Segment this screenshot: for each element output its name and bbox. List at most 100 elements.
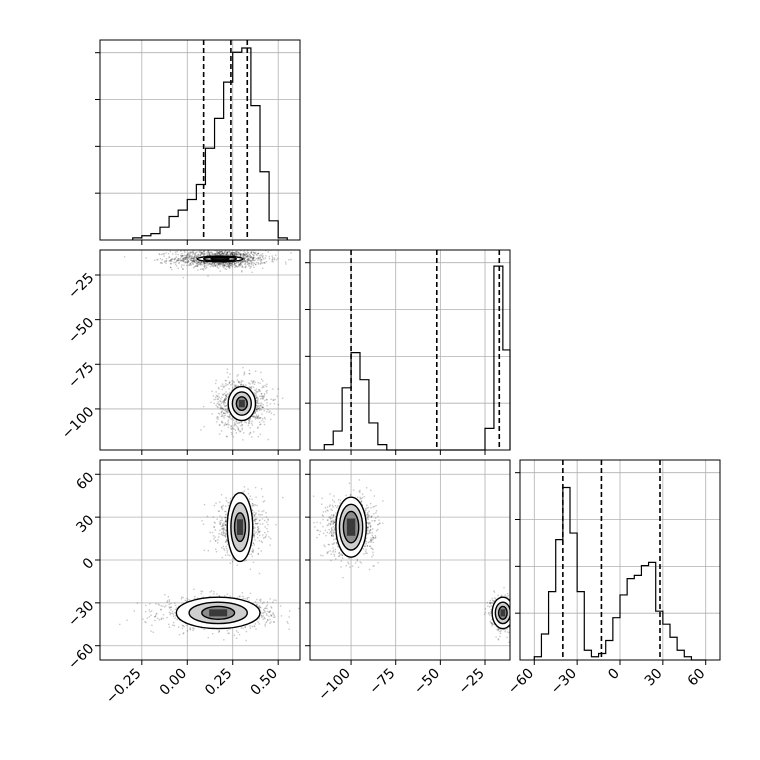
panel-p1-p2-sample-0-782 (182, 268, 184, 270)
panel-p1-p3-sample-0-692 (249, 568, 252, 570)
panel-p1-p2-sample-0-544 (229, 266, 231, 268)
panel-p1-p2-sample-0-445 (257, 252, 259, 255)
panel-p1-p2-sample-1-484 (224, 409, 226, 412)
panel-p1-p2-sample-0-589 (255, 261, 258, 264)
panel-p1-p3-sample-0-509 (227, 554, 229, 556)
panel-p1-p2-sample-0-789 (233, 252, 235, 254)
panel-p1-p2-sample-0-921 (200, 250, 202, 252)
panel-p1-p2-sample-1-385 (222, 393, 224, 395)
panel-p1-p3-sample-0-199 (221, 528, 224, 531)
panel-p2-p3-sample-0-548 (331, 499, 334, 501)
panel-p1-p2-sample-1-423 (256, 400, 258, 402)
panel-p1-p3-sample-1-495 (288, 610, 291, 612)
panel-p1-p3-sample-0-488 (262, 510, 265, 512)
panel-p2-p3-sample-0-37 (333, 531, 335, 534)
panel-p1-p2-sample-0-987 (234, 252, 236, 254)
panel-p1-p3-sample-0-300 (213, 504, 216, 507)
panel-p1-p3-sample-0-600 (267, 519, 270, 521)
panel-p2-p3-sample-0-768 (366, 504, 368, 507)
panel-p1-p2-sample-0-906 (189, 263, 191, 265)
panel-p1-p3-sample-0-340 (254, 514, 256, 517)
panel-p1-p2-sample-0-566 (170, 266, 172, 269)
panel-p1-p3-sample-1-1004 (186, 624, 188, 627)
panel-p1-p2-sample-0-5 (217, 264, 220, 266)
panel-p1-p2-sample-1-703 (258, 390, 260, 392)
panel-p1-p2-sample-0-854 (225, 261, 227, 264)
panel-p1-p2-sample-1-145 (224, 394, 227, 397)
panel-p1-p3-sample-1-679 (270, 614, 272, 617)
panel-p1-p2-sample-0-1064 (214, 265, 217, 267)
panel-p1-p3-sample-0-478 (252, 519, 255, 522)
panel-p1-p2-sample-0-1175 (251, 253, 254, 256)
panel-p1-p3-sample-0-167 (219, 529, 221, 532)
panel-p1-p2-sample-0-275 (179, 258, 181, 260)
panel-p1-p2-sample-0-7 (250, 251, 252, 253)
panel-p1-p2-sample-0-43 (244, 257, 246, 260)
panel-p1-p3-sample-0-872 (254, 527, 256, 529)
panel-p1-p2-sample-1-596 (221, 407, 223, 409)
panel-p1-p2-sample-1-643 (254, 389, 256, 391)
panel-p2-p3-sample-0-559 (364, 545, 366, 547)
panel-p1-p3-sample-1-675 (244, 626, 246, 628)
panel-p2-p3-sample-0-4 (378, 519, 380, 521)
panel-p1-p2-sample-1-58 (225, 423, 228, 426)
panel-p1-p3-sample-0-391 (223, 547, 225, 550)
panel-p1-p2-sample-0-412 (246, 250, 249, 252)
panel-p1-p2-sample-1-589 (218, 388, 220, 390)
panel-p1-p2-sample-0-919 (222, 253, 225, 255)
panel-p1-p2-sample-0-259 (261, 262, 264, 264)
panel-p1-p2-sample-0-394 (224, 253, 227, 256)
panel-p1-p2-sample-0-162 (226, 251, 229, 254)
panel-p1-p3-sample-0-273 (256, 533, 259, 535)
panel-p1-p2-sample-0-810 (212, 264, 214, 266)
panel-p1-p2-sample-1-535 (251, 415, 253, 418)
panel-p1-p2-sample-0-573 (247, 258, 249, 260)
panel-p1-p2-sample-0-399 (201, 253, 204, 255)
panel-p1-p2-sample-0-22 (231, 261, 233, 263)
panel-p1-p2-sample-0-773 (192, 253, 194, 255)
panel-p1-p2-sample-1-124 (254, 393, 256, 396)
panel-p1-p3-sample-1-458 (174, 602, 176, 605)
panel-p1-p3-contour-1-0 (175, 596, 261, 630)
panel-p1-p2-sample-0-1171 (172, 258, 174, 260)
panel-p1-p2-sample-0-1082 (194, 261, 197, 264)
panel-p1-p2-sample-0-567 (258, 255, 261, 257)
panel-p1-p2-sample-0-244 (177, 253, 179, 256)
panel-p1-p2-sample-0-75 (253, 255, 255, 257)
panel-p1-p2-sample-0-748 (223, 253, 225, 255)
panel-p1-p2-sample-1-499 (241, 421, 243, 423)
panel-p1-p3-grid (100, 460, 300, 660)
panel-p2-p3-sample-0-433 (375, 512, 377, 514)
panel-p1-p2-sample-0-524 (239, 253, 241, 256)
panel-p1-p2-sample-1-723 (228, 415, 231, 417)
panel-p1-p2-sample-1-140 (260, 402, 263, 405)
panel-p1-p2-sample-1-179 (243, 371, 245, 373)
panel-p2-p3-sample-0-106 (326, 506, 329, 508)
panel-p1-p2-sample-1-570 (259, 390, 261, 392)
panel-p1-p2-sample-1-732 (233, 428, 235, 430)
panel-p1-p2-sample-1-258 (254, 412, 256, 414)
panel-p1-p2-sample-0-696 (195, 255, 198, 257)
panel-p1-p3-sample-1-497 (158, 619, 161, 621)
panel-p1-p2-sample-0-550 (235, 254, 237, 256)
panel-p1-p2-sample-1-677 (225, 391, 227, 393)
panel-p1-p2-sample-0-400 (231, 254, 234, 257)
panel-p1-p3-sample-1-95 (164, 593, 166, 596)
panel-p1-p2-sample-0-1197 (239, 262, 242, 264)
panel-p1-p2-sample-0-727 (238, 261, 240, 264)
panel-p1-p2-sample-0-434 (203, 252, 205, 255)
panel-p1-p2-sample-1-119 (265, 385, 268, 388)
panel-p1-p2-sample-0-257 (211, 264, 213, 266)
panel-p1-p2-sample-0-287 (247, 256, 249, 258)
panel-p1-p2-sample-1-660 (225, 395, 227, 398)
panel-p1-p2-sample-0-525 (187, 261, 189, 263)
panel-p1-p2-sample-0-766 (204, 261, 206, 264)
panel-p1-p3-sample-1-1082 (179, 619, 181, 622)
panel-p1-p2-sample-0-497 (194, 254, 196, 256)
panel-p2-p3-sample-0-407 (319, 522, 322, 524)
panel-p1-p2-sample-0-639 (288, 259, 290, 261)
panel-p2-p3-sample-0-521 (326, 519, 329, 521)
panel-p1-p2-sample-0-62 (204, 262, 206, 265)
panel-p1-p3-sample-1-430 (166, 616, 168, 619)
panel-p1-p2-sample-0-667 (277, 257, 279, 260)
